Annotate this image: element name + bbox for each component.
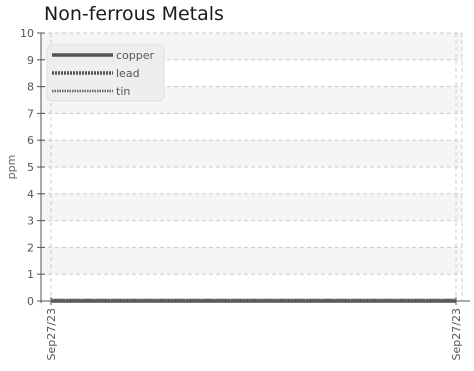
grid-band <box>41 247 462 275</box>
grid-band <box>41 140 462 167</box>
y-axis-label: ppm <box>5 155 18 180</box>
y-tick-label: 7 <box>27 107 34 120</box>
y-tick-label: 9 <box>27 54 34 67</box>
y-tick-label: 8 <box>27 81 34 94</box>
y-tick-label: 3 <box>27 215 34 228</box>
legend-label-tin[interactable]: tin <box>116 85 130 98</box>
y-tick-label: 2 <box>27 241 34 254</box>
gridlines <box>41 32 463 301</box>
series-lines <box>51 298 456 303</box>
y-tick-label: 6 <box>27 134 34 147</box>
chart-title: Non-ferrous Metals <box>44 3 224 25</box>
legend-label-copper[interactable]: copper <box>116 49 155 62</box>
x-tick-label: Sep27/23 <box>450 308 463 360</box>
y-tick-label: 1 <box>27 268 34 281</box>
legend[interactable]: copper lead tin <box>46 44 165 102</box>
y-axis-ticks: 0 1 2 3 4 5 6 7 8 9 10 <box>20 27 45 308</box>
y-tick-label: 4 <box>27 188 34 201</box>
y-tick-label: 10 <box>20 27 34 40</box>
legend-box <box>46 44 165 102</box>
x-tick-label: Sep27/23 <box>45 308 58 360</box>
legend-label-lead[interactable]: lead <box>116 67 140 80</box>
y-tick-label: 0 <box>27 295 34 308</box>
x-axis-ticks: Sep27/23 Sep27/23 <box>45 297 463 360</box>
grid-band <box>41 193 462 221</box>
y-tick-label: 5 <box>27 161 34 174</box>
